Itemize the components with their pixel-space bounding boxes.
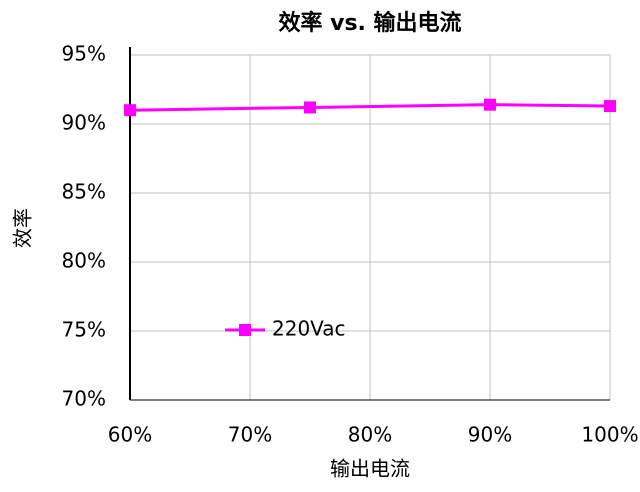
x-tick-label: 90% [468, 423, 512, 447]
point [124, 104, 136, 117]
y-tick-label: 70% [62, 387, 106, 411]
y-axis-label: 效率 [11, 208, 35, 248]
y-tick-label: 95% [62, 42, 106, 66]
x-tick-label: 60% [108, 423, 152, 447]
x-axis-label: 输出电流 [330, 457, 410, 481]
y-tick-label: 75% [62, 318, 106, 342]
line [129, 103, 611, 112]
chart-title: 效率 vs. 输出电流 [278, 10, 461, 36]
x-tick-label: 80% [348, 423, 392, 447]
legend-marker [239, 324, 251, 336]
x-tick-label: 100% [581, 423, 638, 447]
point [604, 100, 616, 113]
x-tick-label: 70% [228, 423, 272, 447]
point [304, 101, 316, 114]
y-tick-label: 80% [62, 249, 106, 273]
y-tick-label: 85% [62, 180, 106, 204]
y-tick-label: 90% [62, 111, 106, 135]
legend-label: 220Vac [272, 317, 346, 341]
point [484, 98, 496, 111]
